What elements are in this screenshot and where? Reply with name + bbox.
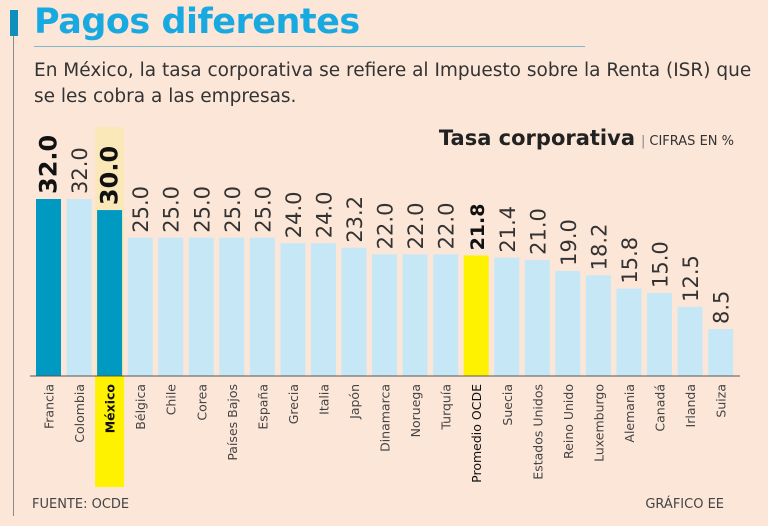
category-label: Canadá xyxy=(653,384,668,432)
chart-title: Tasa corporativa | CIFRAS EN % xyxy=(439,126,734,150)
value-label: 19.0 xyxy=(557,219,581,266)
page-title: Pagos diferentes xyxy=(34,2,360,42)
bar-noruega xyxy=(402,254,428,376)
value-label: 12.5 xyxy=(679,255,703,302)
category-label: Corea xyxy=(194,384,209,421)
category-label: Bélgica xyxy=(133,384,148,430)
bar-promedio-ocde xyxy=(463,255,489,376)
category-label: Reino Unido xyxy=(561,384,576,459)
bar-suecia xyxy=(494,257,520,376)
bar-suiza xyxy=(708,328,734,376)
bar-irlanda xyxy=(677,306,703,376)
bar-japón xyxy=(341,247,367,376)
value-label: 22.0 xyxy=(435,203,459,250)
value-label: 24.0 xyxy=(312,191,336,238)
bar-estados-unidos xyxy=(524,259,550,376)
bar-españa xyxy=(249,237,275,376)
bar-bélgica xyxy=(127,237,153,376)
value-label: 24.0 xyxy=(282,191,306,238)
category-label: Suecia xyxy=(500,384,515,426)
bar-países-bajos xyxy=(219,237,245,376)
category-label: Suiza xyxy=(714,384,729,418)
category-label: Luxemburgo xyxy=(591,384,606,462)
value-label: 32.0 xyxy=(68,147,92,194)
category-label: Francia xyxy=(42,384,57,429)
subtitle: En México, la tasa corporativa se refier… xyxy=(34,60,752,107)
title-separator: | xyxy=(641,134,646,149)
bar-francia xyxy=(36,199,61,376)
emphasis-label-bg xyxy=(95,376,125,487)
bar-colombia xyxy=(66,199,92,376)
category-label: Noruega xyxy=(408,384,423,437)
bar-italia xyxy=(310,243,336,376)
bar-grecia xyxy=(280,243,306,376)
value-label: 25.0 xyxy=(190,186,214,233)
bar-méxico xyxy=(97,210,123,376)
bar-dinamarca xyxy=(372,254,398,376)
category-label: Dinamarca xyxy=(378,384,393,452)
value-label: 25.0 xyxy=(129,186,153,233)
bar-corea xyxy=(188,237,214,376)
value-label: 25.0 xyxy=(160,186,184,233)
category-label: Irlanda xyxy=(683,384,698,427)
value-label: 30.0 xyxy=(96,146,124,205)
bar-canadá xyxy=(647,293,672,376)
value-label: 18.2 xyxy=(587,224,611,271)
bar-chile xyxy=(158,237,184,376)
value-label: 15.8 xyxy=(618,237,642,284)
chart-title-text: Tasa corporativa xyxy=(438,126,635,150)
category-label: Japón xyxy=(347,384,362,420)
category-label: Promedio OCDE xyxy=(469,384,484,483)
graphic-credit: GRÁFICO EE xyxy=(645,497,724,512)
bar-turquía xyxy=(433,254,459,376)
chart-unit-label: CIFRAS EN % xyxy=(649,134,734,149)
category-label: Países Bajos xyxy=(225,384,240,461)
category-label: México xyxy=(103,384,118,434)
value-label: 21.4 xyxy=(496,206,520,253)
title-divider xyxy=(34,46,585,47)
value-label: 21.0 xyxy=(526,208,550,255)
bar-alemania xyxy=(616,288,642,376)
bar-luxemburgo xyxy=(585,275,611,376)
value-label: 23.2 xyxy=(343,196,367,243)
value-label: 25.0 xyxy=(251,186,275,233)
category-label: Alemania xyxy=(622,384,637,443)
value-label: 15.0 xyxy=(649,241,673,288)
category-label: Grecia xyxy=(286,384,301,424)
left-rule xyxy=(13,36,14,516)
category-label: España xyxy=(255,384,270,430)
value-label: 32.0 xyxy=(35,135,63,194)
value-label: 22.0 xyxy=(404,203,428,250)
title-accent-bar xyxy=(10,10,18,36)
source-note: FUENTE: OCDE xyxy=(32,497,130,512)
category-label: Italia xyxy=(316,384,331,415)
category-label: Estados Unidos xyxy=(530,384,545,480)
value-label: 21.8 xyxy=(467,204,489,251)
value-label: 8.5 xyxy=(710,291,734,324)
bar-reino-unido xyxy=(555,270,581,376)
value-label: 25.0 xyxy=(221,186,245,233)
category-label: Chile xyxy=(164,384,179,416)
category-label: Colombia xyxy=(72,384,87,443)
category-label: Turquía xyxy=(439,384,454,431)
value-label: 22.0 xyxy=(374,203,398,250)
